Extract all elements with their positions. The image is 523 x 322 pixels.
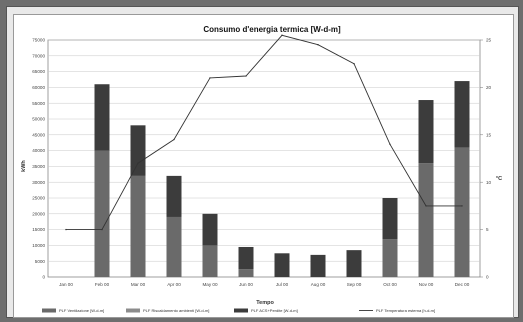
chart-panel: Consumo d'energia termica [W-d-m] 0 5000 1… <box>13 14 514 318</box>
temperature-point <box>65 228 67 231</box>
bar-segment <box>130 125 146 176</box>
chart-legend: PLF Ventilazione [W-d-m] PLF Riscaldament… <box>42 308 435 313</box>
y-axis-label: kWh <box>21 160 27 172</box>
y-tick-label: 0 <box>42 275 45 280</box>
y-tick-label: 50000 <box>32 117 45 122</box>
bar-segment <box>382 198 398 240</box>
temperature-point <box>281 34 283 36</box>
y2-tick-label: 25 <box>486 38 492 43</box>
temperature-point <box>137 162 139 164</box>
x-tick-label: May 00 <box>202 282 218 287</box>
temperature-point <box>389 143 391 145</box>
temperature-point <box>425 205 427 207</box>
y-tick-label: 20000 <box>32 211 45 216</box>
y2-tick-label: 15 <box>486 132 492 137</box>
plot-area <box>47 39 481 278</box>
x-tick-label: Mar 00 <box>131 282 146 287</box>
bar-segment <box>202 245 218 277</box>
chart-bars <box>94 81 470 277</box>
legend-swatch <box>126 308 140 313</box>
y-tick-label: 55000 <box>32 101 45 106</box>
temperature-point <box>317 44 319 46</box>
x-tick-label: Feb 00 <box>95 282 110 287</box>
chart-svg: Consumo d'energia termica [W-d-m] 0 5000 1… <box>21 25 502 313</box>
y-tick-label: 70000 <box>32 53 45 58</box>
y-tick-label: 5000 <box>35 259 46 264</box>
bar-segment <box>166 175 182 217</box>
x-tick-label: Dec 00 <box>455 282 470 287</box>
bar-segment <box>382 239 398 277</box>
bar-segment <box>274 253 290 277</box>
x-tick-label: Jan 00 <box>59 282 73 287</box>
legend-label: PLF ACS+Perdite [W-d-m] <box>251 308 298 313</box>
bar-segment <box>310 254 326 277</box>
bar-segment <box>238 246 254 270</box>
y2-axis-label: °C <box>496 176 502 182</box>
bar-segment <box>94 150 110 277</box>
temperature-point <box>173 138 175 141</box>
y2-tick-label: 0 <box>486 275 489 280</box>
legend-label: PLF Temperatura esterna [h-d-m] <box>376 308 435 313</box>
chart-grid <box>47 39 481 278</box>
bar-segment <box>454 81 470 148</box>
bar-segment <box>454 147 470 277</box>
temperature-point <box>209 77 211 79</box>
chart-axes: 0 5000 10000 15000 20000 25000 30000 35000 40000… <box>32 38 491 287</box>
y-tick-label: 35000 <box>32 164 45 169</box>
x-axis-label: Tempo <box>256 300 274 306</box>
y-tick-label: 30000 <box>32 180 45 185</box>
chart-title: Consumo d'energia termica [W-d-m] <box>203 25 341 34</box>
y-tick-label: 75000 <box>32 38 45 43</box>
x-tick-label: Nov 00 <box>419 282 434 287</box>
bar-segment <box>238 269 254 277</box>
x-tick-label: Oct 00 <box>383 282 397 287</box>
y2-tick-label: 20 <box>486 85 492 90</box>
temperature-point <box>101 228 103 231</box>
bar-segment <box>418 100 434 164</box>
temperature-line <box>66 34 462 231</box>
y-tick-label: 60000 <box>32 85 45 90</box>
temperature-point <box>353 63 355 65</box>
temperature-point <box>461 205 463 207</box>
y-tick-label: 25000 <box>32 196 45 201</box>
bar-segment <box>346 250 362 277</box>
x-tick-label: Jul 00 <box>276 282 289 287</box>
y-tick-label: 65000 <box>32 69 45 74</box>
bar-segment <box>130 175 146 277</box>
x-tick-label: Sep 00 <box>347 282 362 287</box>
y-tick-label: 15000 <box>32 227 45 232</box>
bar-segment <box>166 216 182 277</box>
y2-tick-label: 5 <box>486 227 489 232</box>
bar-segment <box>202 213 218 246</box>
bar-segment <box>418 163 434 277</box>
bar-segment <box>94 84 110 151</box>
legend-swatch <box>234 308 248 313</box>
chart-line <box>65 34 463 231</box>
legend-label: PLF Ventilazione [W-d-m] <box>59 308 104 313</box>
x-tick-label: Jun 00 <box>239 282 253 287</box>
x-tick-label: Aug 00 <box>311 282 326 287</box>
y-tick-label: 45000 <box>32 132 45 137</box>
legend-swatch <box>42 308 56 313</box>
legend-label: PLF Riscaldamento ambienti [W-d-m] <box>143 308 209 313</box>
y-tick-label: 40000 <box>32 148 45 153</box>
y-tick-label: 10000 <box>32 243 45 248</box>
x-tick-label: Apr 00 <box>167 282 181 287</box>
temperature-point <box>245 75 247 77</box>
y2-tick-label: 10 <box>486 180 492 185</box>
